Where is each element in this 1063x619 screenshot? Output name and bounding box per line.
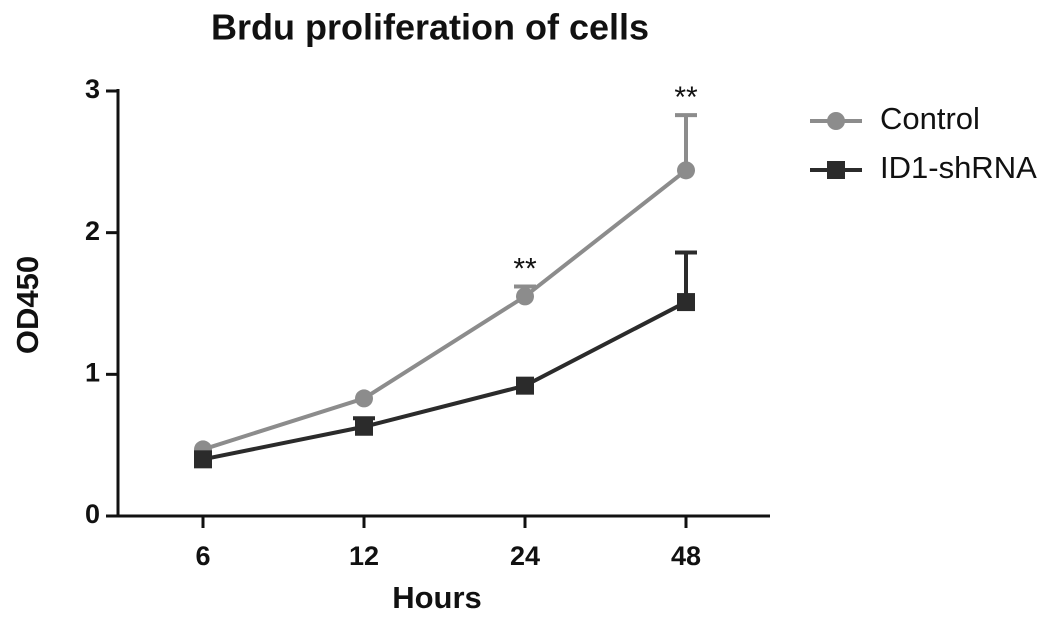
chart-title: Brdu proliferation of cells <box>211 7 649 48</box>
point <box>516 376 534 395</box>
x-axis-label: Hours <box>392 580 482 615</box>
point <box>194 450 212 469</box>
y-tick-label: 3 <box>85 74 100 104</box>
point <box>677 293 695 312</box>
y-axis-label: OD450 <box>10 256 45 354</box>
y-tick-label: 0 <box>85 499 100 529</box>
annotation: ** <box>513 252 537 285</box>
series-line <box>202 300 687 462</box>
legend-label: Control <box>880 101 980 136</box>
y-tick-label: 1 <box>85 357 100 387</box>
legend-marker <box>827 112 845 130</box>
x-tick-label: 12 <box>349 541 379 571</box>
error-bar <box>675 113 697 171</box>
y-tick-label: 2 <box>85 216 100 246</box>
series-line <box>202 168 688 452</box>
legend-label: ID1-shRNA <box>880 150 1037 185</box>
x-tick-label: 48 <box>671 541 701 571</box>
point <box>677 161 695 180</box>
x-tick-label: 6 <box>195 541 210 571</box>
point <box>355 389 373 408</box>
point <box>516 287 534 306</box>
annotation: ** <box>674 81 698 114</box>
legend-marker <box>827 161 845 179</box>
x-tick-label: 24 <box>510 541 540 571</box>
point <box>355 417 373 436</box>
